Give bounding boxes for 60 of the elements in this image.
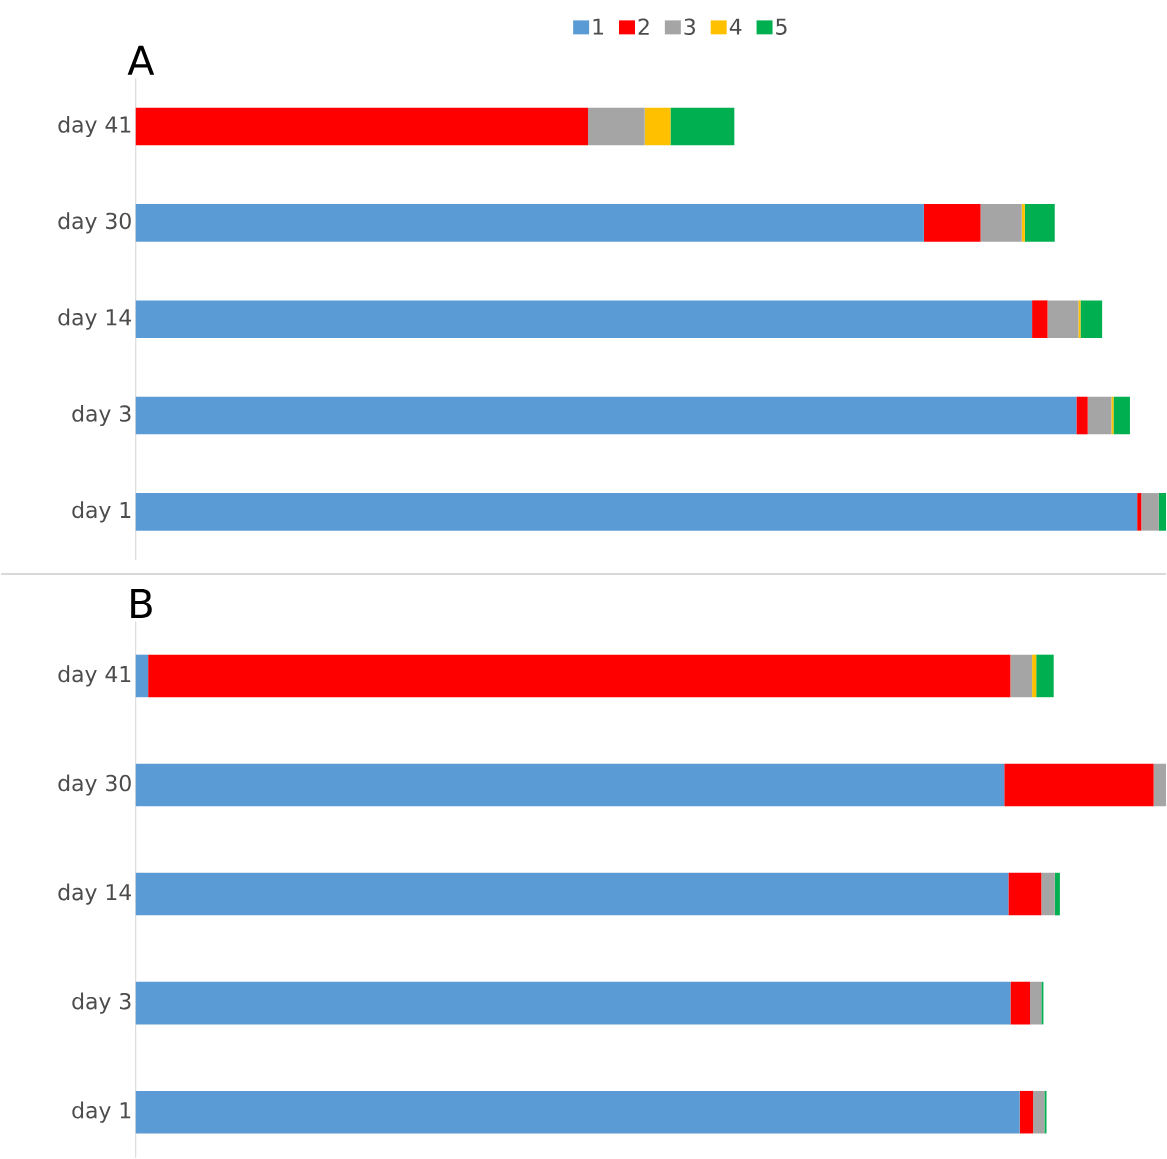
- bar: [1041, 981, 1044, 1025]
- y-tick-label: day 1: [72, 1101, 131, 1123]
- bar: [135, 763, 1005, 807]
- bar: [1158, 493, 1167, 531]
- y-tick-label: day 30: [58, 212, 131, 234]
- y-tick-label: day 41: [58, 115, 131, 138]
- bar: [148, 654, 1011, 698]
- bar: [1036, 654, 1054, 698]
- bar: [1041, 872, 1055, 916]
- y-tick-label: day 14: [58, 883, 132, 905]
- y-tick-label: day 41: [58, 665, 131, 687]
- bar: [135, 107, 589, 146]
- bar: [1024, 204, 1055, 242]
- bar: [135, 300, 1033, 338]
- bar: [135, 204, 924, 242]
- bar: [1111, 396, 1114, 435]
- y-tick-label: day 14: [58, 308, 132, 330]
- bar: [670, 107, 735, 146]
- chart-title: B: [131, 588, 152, 618]
- bar: [1078, 300, 1081, 338]
- bar: [1030, 981, 1042, 1025]
- bar: [1054, 872, 1060, 916]
- bar: [1153, 763, 1167, 807]
- legend-label: 2: [638, 18, 649, 35]
- bar: [1033, 1090, 1045, 1134]
- bar: [135, 872, 1009, 916]
- legend-label: 1: [593, 18, 604, 35]
- bar: [135, 396, 1077, 435]
- bar: [1008, 872, 1042, 916]
- bar: [1047, 300, 1079, 338]
- bar: [980, 204, 1022, 242]
- bar: [1010, 654, 1033, 698]
- bar: [1087, 396, 1112, 435]
- bar: [923, 204, 981, 242]
- bar: [1113, 396, 1130, 435]
- bar: [1021, 204, 1025, 242]
- bar: [1076, 396, 1088, 435]
- bar: [1044, 1090, 1047, 1134]
- bar: [1080, 300, 1103, 338]
- bar: [135, 654, 149, 698]
- y-tick-label: day 30: [58, 774, 131, 796]
- bar: [135, 981, 1011, 1025]
- y-tick-label: day 3: [72, 992, 131, 1014]
- bar: [588, 107, 645, 146]
- legend-label: 5: [776, 18, 787, 35]
- bar: [1141, 493, 1159, 531]
- chart-title: A: [127, 45, 155, 75]
- bar: [644, 107, 671, 146]
- bar: [1032, 300, 1048, 338]
- bar: [1032, 654, 1037, 698]
- bar: [1010, 981, 1031, 1025]
- bar: [135, 1090, 1020, 1134]
- y-tick-label: day 1: [72, 501, 131, 523]
- y-tick-label: day 3: [72, 404, 131, 427]
- bar: [135, 493, 1138, 531]
- bar: [1019, 1090, 1034, 1134]
- bar: [1137, 493, 1142, 531]
- bar: [1004, 763, 1154, 807]
- legend-label: 4: [729, 18, 742, 35]
- legend-label: 3: [684, 18, 695, 36]
